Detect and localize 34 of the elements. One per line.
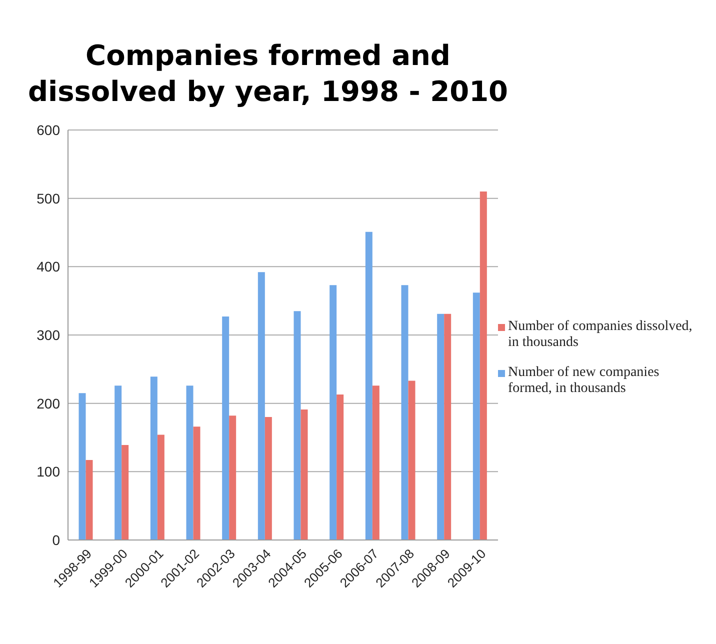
bar [222, 316, 230, 540]
bar [401, 285, 408, 540]
bar [372, 386, 380, 540]
bar [78, 393, 86, 540]
y-tick-label: 300 [36, 326, 60, 343]
bar [300, 409, 308, 540]
y-tick-label: 200 [36, 395, 60, 412]
bar [122, 445, 129, 540]
bar [264, 417, 272, 540]
bar [365, 232, 372, 540]
y-tick-label: 400 [36, 258, 60, 275]
bar [114, 386, 122, 540]
bar [193, 426, 200, 540]
bar [294, 311, 301, 540]
y-tick-label: 100 [36, 464, 60, 480]
bar [408, 380, 416, 540]
bar [480, 192, 487, 540]
bar [186, 386, 194, 540]
bar [157, 434, 164, 540]
bar [86, 460, 93, 540]
bar [258, 272, 265, 540]
bar [330, 285, 337, 540]
bar [437, 314, 444, 540]
bar [336, 394, 344, 540]
chart-title: Companies formed and dissolved by year, 1998 - 2010 [26, 38, 510, 110]
bar [229, 416, 236, 540]
y-tick-label: 500 [36, 190, 60, 206]
bar [150, 376, 158, 540]
legend-label: Number of companies dissolved, in thousands [508, 319, 694, 351]
bar [472, 292, 480, 540]
y-tick-label: 0 [52, 532, 60, 548]
legend-label: Number of new companies formed, in thousands [508, 365, 660, 397]
y-tick-label: 600 [36, 122, 60, 138]
bar [444, 314, 452, 540]
